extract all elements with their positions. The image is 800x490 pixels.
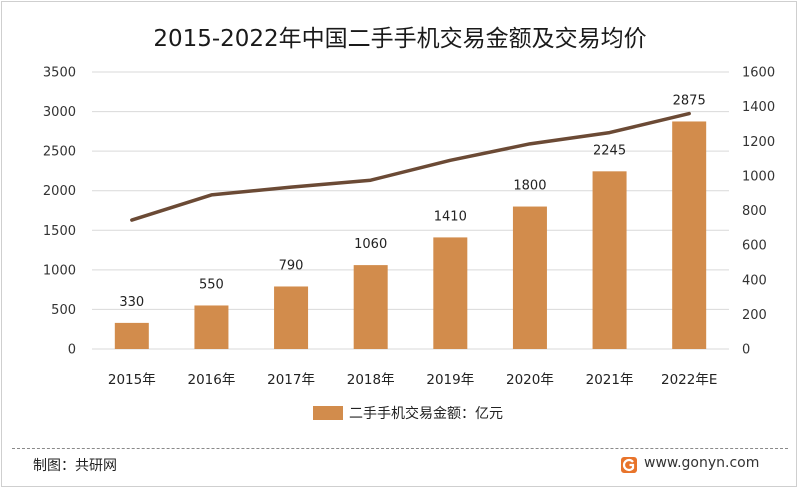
- average-price-line: [130, 111, 691, 222]
- bar: [592, 171, 627, 349]
- legend-label: 二手手机交易金额：亿元: [349, 405, 503, 422]
- left-axis-tick-label: 3500: [43, 66, 76, 81]
- left-axis-tick-label: 3000: [43, 105, 76, 120]
- bar-value-label: 2875: [673, 93, 706, 108]
- grid-lines: [92, 71, 729, 350]
- footer-divider: [12, 448, 788, 449]
- chart-title: 2015-2022年中国二手手机交易金额及交易均价: [153, 26, 646, 52]
- bar-series: [114, 121, 707, 349]
- left-axis-tick-label: 2000: [43, 184, 76, 199]
- x-axis-tick-label: 2022年E: [661, 372, 717, 388]
- bar: [512, 206, 547, 349]
- right-axis-tick-label: 1400: [742, 100, 775, 115]
- right-axis-tick-label: 0: [742, 343, 750, 358]
- left-axis-tick-label: 2500: [43, 145, 76, 160]
- right-axis: 0 200 400 600 800 1000 1200 1400 1600: [742, 66, 775, 358]
- gonyn-logo-icon: [621, 457, 637, 473]
- bar-value-label: 1800: [513, 179, 546, 194]
- x-axis-tick-label: 2021年: [586, 372, 634, 388]
- right-axis-tick-label: 800: [742, 204, 767, 219]
- bar-value-label: 330: [119, 295, 144, 310]
- x-axis-tick-label: 2016年: [188, 372, 236, 388]
- right-axis-tick-label: 1200: [742, 135, 775, 150]
- legend: 二手手机交易金额：亿元: [313, 405, 503, 422]
- left-axis-tick-label: 500: [51, 303, 76, 318]
- left-axis: 0 500 1000 1500 2000 2500 3000 3500: [43, 66, 76, 358]
- bar: [274, 286, 309, 349]
- bar-value-label: 550: [199, 277, 224, 292]
- bar-value-label: 790: [279, 258, 304, 273]
- right-axis-tick-label: 600: [742, 239, 767, 254]
- right-axis-tick-label: 400: [742, 273, 767, 288]
- x-axis: 2015年 2016年 2017年 2018年 2019年 2020年 2021年 2022年…: [108, 372, 718, 388]
- bar: [433, 237, 468, 349]
- bar: [353, 265, 388, 349]
- x-axis-tick-label: 2017年: [267, 372, 315, 388]
- left-axis-tick-label: 1000: [43, 263, 76, 278]
- source-credit: 制图：共研网: [33, 458, 117, 474]
- bar: [194, 305, 229, 349]
- data-labels: 330 550 790 1060 1410 1800 2245 2875: [119, 93, 705, 309]
- legend-swatch: [313, 406, 343, 420]
- line-series: [130, 111, 691, 222]
- website-url: www.gonyn.com: [644, 455, 760, 471]
- bar: [672, 121, 707, 349]
- left-axis-tick-label: 1500: [43, 224, 76, 239]
- x-axis-tick-label: 2020年: [506, 372, 554, 388]
- left-axis-tick-label: 0: [68, 343, 76, 358]
- bar: [114, 322, 149, 349]
- bar-value-label: 2245: [593, 143, 626, 158]
- right-axis-tick-label: 1600: [742, 66, 775, 81]
- right-axis-tick-label: 1000: [742, 169, 775, 184]
- x-axis-tick-label: 2018年: [347, 372, 395, 388]
- x-axis-tick-label: 2019年: [426, 372, 474, 388]
- bar-value-label: 1410: [434, 209, 467, 224]
- x-axis-tick-label: 2015年: [108, 372, 156, 388]
- bar-value-label: 1060: [354, 237, 387, 252]
- right-axis-tick-label: 200: [742, 308, 767, 323]
